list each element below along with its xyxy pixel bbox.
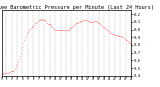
Text: 1: 1 <box>5 77 7 81</box>
Title: Milwaukee Barometric Pressure per Minute (Last 24 Hours): Milwaukee Barometric Pressure per Minute… <box>0 5 154 10</box>
Text: 0: 0 <box>1 77 2 81</box>
Text: 23: 23 <box>124 77 127 81</box>
Text: 14: 14 <box>75 77 78 81</box>
Text: 24: 24 <box>130 77 133 81</box>
Text: 19: 19 <box>102 77 106 81</box>
Text: 16: 16 <box>86 77 89 81</box>
Text: 10: 10 <box>53 77 57 81</box>
Text: 9: 9 <box>49 77 50 81</box>
Text: 21: 21 <box>113 77 116 81</box>
Text: 12: 12 <box>64 77 68 81</box>
Text: 2: 2 <box>11 77 12 81</box>
Text: 3: 3 <box>16 77 18 81</box>
Text: 5: 5 <box>27 77 29 81</box>
Text: 6: 6 <box>33 77 34 81</box>
Text: 20: 20 <box>108 77 111 81</box>
Text: 4: 4 <box>22 77 23 81</box>
Text: 13: 13 <box>70 77 73 81</box>
Text: 17: 17 <box>92 77 95 81</box>
Text: 22: 22 <box>119 77 122 81</box>
Text: 15: 15 <box>81 77 84 81</box>
Text: 11: 11 <box>59 77 62 81</box>
Text: 7: 7 <box>38 77 40 81</box>
Text: 18: 18 <box>97 77 100 81</box>
Text: 8: 8 <box>43 77 45 81</box>
